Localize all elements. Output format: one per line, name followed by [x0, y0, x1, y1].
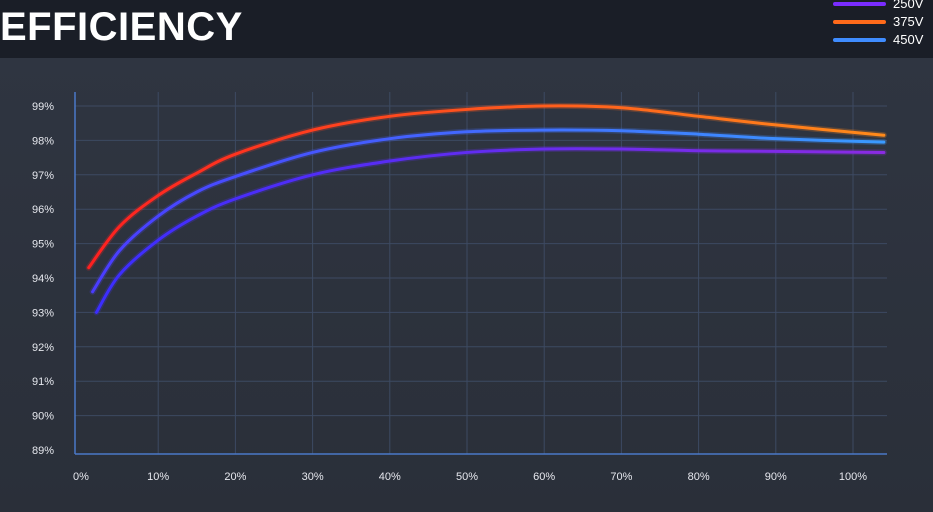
x-tick-label: 50% [456, 471, 478, 483]
x-tick-label: 60% [533, 471, 555, 483]
legend-label-450v: 450V [893, 32, 924, 47]
tick-labels: 89% 90% 91% 92% 93% 94% 95% 96% 97% 98% 99% 0% 10% 20… [32, 101, 867, 483]
series-line-375v [87, 104, 886, 270]
header-bar: EFFICIENCY [0, 0, 933, 58]
y-tick-label: 90% [32, 411, 54, 423]
y-tick-label: 89% [32, 445, 54, 457]
axes [74, 92, 887, 455]
y-tick-label: 93% [32, 307, 54, 319]
legend-swatch-450v [833, 38, 886, 42]
grid [75, 92, 887, 454]
y-tick-label: 97% [32, 170, 54, 182]
series-lines [85, 102, 887, 316]
chart-title: EFFICIENCY [0, 5, 243, 49]
legend-item-375v: 375V [833, 14, 933, 30]
x-tick-label: 20% [224, 471, 246, 483]
x-tick-label: 40% [379, 471, 401, 483]
x-tick-label: 70% [610, 471, 632, 483]
legend-swatch-375v [833, 20, 886, 24]
legend-label-375v: 375V [893, 14, 924, 29]
y-tick-label: 98% [32, 135, 54, 147]
series-line-250v [94, 147, 886, 314]
x-tick-label: 80% [688, 471, 710, 483]
series-glow-250v [93, 145, 887, 316]
legend-label-250v: 250V [893, 0, 924, 11]
x-tick-label: 100% [839, 471, 867, 483]
x-tick-label: 30% [302, 471, 324, 483]
x-tick-label: 90% [765, 471, 787, 483]
legend-item-250v: 250V [833, 0, 933, 12]
y-tick-label: 95% [32, 239, 54, 251]
y-tick-label: 91% [32, 376, 54, 388]
legend-swatch-250v [833, 2, 886, 6]
series-line-450v [91, 128, 886, 294]
y-tick-label: 99% [32, 101, 54, 113]
legend-item-450v: 450V [833, 32, 933, 48]
x-tick-label: 10% [147, 471, 169, 483]
y-tick-label: 94% [32, 273, 54, 285]
y-tick-label: 96% [32, 204, 54, 216]
y-tick-label: 92% [32, 342, 54, 354]
x-tick-label: 0% [73, 471, 89, 483]
